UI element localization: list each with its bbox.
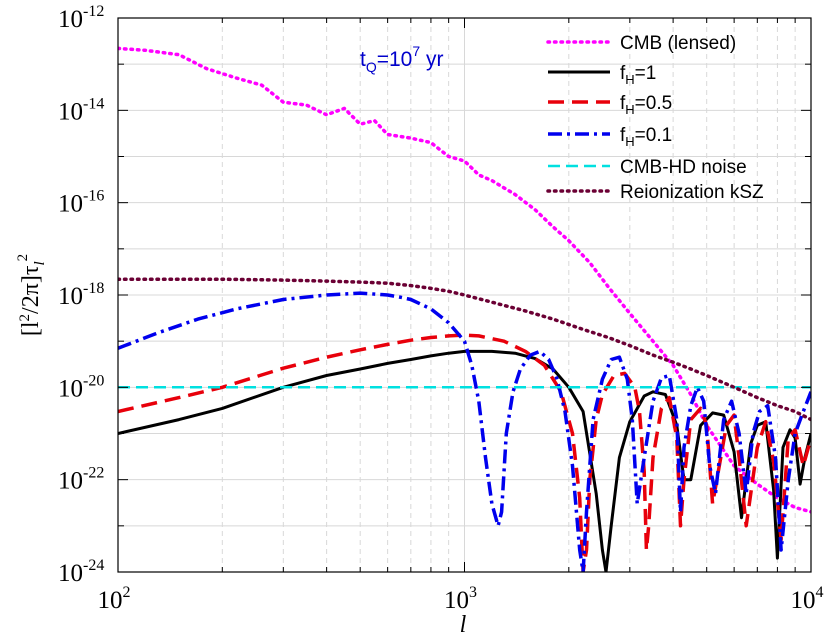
legend: CMB (lensed) fH=1 fH=0.5 fH=0.1 CMB-HD n…: [546, 33, 764, 203]
y-tick-label: 10-14: [58, 95, 104, 125]
y-tick-label-base: 10: [58, 6, 83, 33]
y-tick-label: 10-12: [58, 3, 104, 33]
x-tick-label-exp: 2: [123, 584, 131, 601]
y-axis-label-mid: /2π]τ: [18, 265, 44, 314]
series-line-fh05: [118, 333, 811, 572]
legend-label-fh1-sub: H: [625, 72, 634, 87]
series-line-fh01: [118, 291, 811, 572]
series-line-fh1: [118, 349, 811, 572]
y-tick-label: 10-24: [58, 557, 104, 587]
annotation-tq: tQ=107 yr: [360, 43, 443, 75]
legend-label-noise: CMB-HD noise: [620, 157, 747, 178]
annotation-post: yr: [420, 48, 443, 71]
legend-label-fh1-pre: f: [620, 63, 626, 84]
x-tick-label-base: 10: [98, 587, 123, 614]
x-tick-label-base: 10: [444, 587, 469, 614]
axis-ticks: [117, 17, 811, 573]
y-tick-label: 10-22: [58, 465, 104, 495]
y-tick-label-exp: -16: [83, 188, 104, 205]
y-tick-label: 10-18: [58, 280, 104, 310]
y-axis-label-sup2: 2: [15, 254, 31, 262]
y-tick-label: 10-20: [58, 372, 104, 402]
legend-label-fh05: fH=0.5: [620, 93, 672, 117]
y-tick-label: 10-16: [58, 188, 104, 218]
y-tick-label-base: 10: [58, 191, 83, 218]
x-axis-label: l: [460, 612, 467, 638]
y-tick-label-exp: -14: [83, 95, 104, 112]
x-tick-label-base: 10: [791, 587, 816, 614]
annotation-pre: t: [360, 48, 366, 71]
annotation-sup: 7: [412, 43, 420, 59]
annotation-sub: Q: [366, 59, 377, 75]
annotation-mid: =10: [377, 48, 413, 71]
y-tick-label-base: 10: [58, 283, 83, 310]
series-line-ksz: [118, 277, 811, 422]
legend-label-ksz: Reionization kSZ: [620, 182, 764, 203]
x-tick-label: 103: [444, 584, 477, 614]
y-tick-label-exp: -22: [83, 465, 104, 482]
y-tick-label-base: 10: [58, 98, 83, 125]
legend-label-fh01-sub: H: [625, 134, 634, 149]
series-lines: [118, 46, 811, 572]
y-tick-label-exp: -18: [83, 280, 104, 297]
y-tick-label-exp: -12: [83, 3, 104, 20]
legend-label-fh01: fH=0.1: [620, 125, 672, 149]
legend-label-fh05-post: =0.5: [635, 93, 673, 114]
legend-label-cmb: CMB (lensed): [620, 33, 736, 54]
legend-label-fh1-post: =1: [635, 63, 657, 84]
grid: [118, 18, 811, 572]
y-tick-label-base: 10: [58, 375, 83, 402]
x-tick-label: 102: [98, 584, 131, 614]
legend-label-fh1: fH=1: [620, 63, 656, 87]
series-line-cmb: [118, 46, 811, 514]
x-tick-label-exp: 4: [816, 584, 824, 601]
x-tick-label-exp: 3: [469, 584, 477, 601]
y-axis-label-sup1: 2: [17, 314, 33, 322]
y-tick-label-exp: -20: [83, 372, 104, 389]
y-axis-label-main: [l: [18, 321, 44, 336]
y-tick-label-base: 10: [58, 468, 83, 495]
y-tick-label-exp: -24: [83, 557, 104, 574]
x-tick-labels: 102 103 104: [98, 584, 824, 614]
y-axis-label: [l2/2π]τl2: [15, 254, 48, 336]
legend-label-fh05-pre: f: [620, 93, 626, 114]
legend-label-fh01-pre: f: [620, 125, 626, 146]
y-tick-label-base: 10: [58, 560, 83, 587]
legend-label-fh05-sub: H: [625, 102, 634, 117]
y-axis-label-sub: l: [32, 261, 48, 265]
x-tick-label: 104: [791, 584, 824, 614]
legend-label-fh01-post: =0.1: [635, 125, 673, 146]
